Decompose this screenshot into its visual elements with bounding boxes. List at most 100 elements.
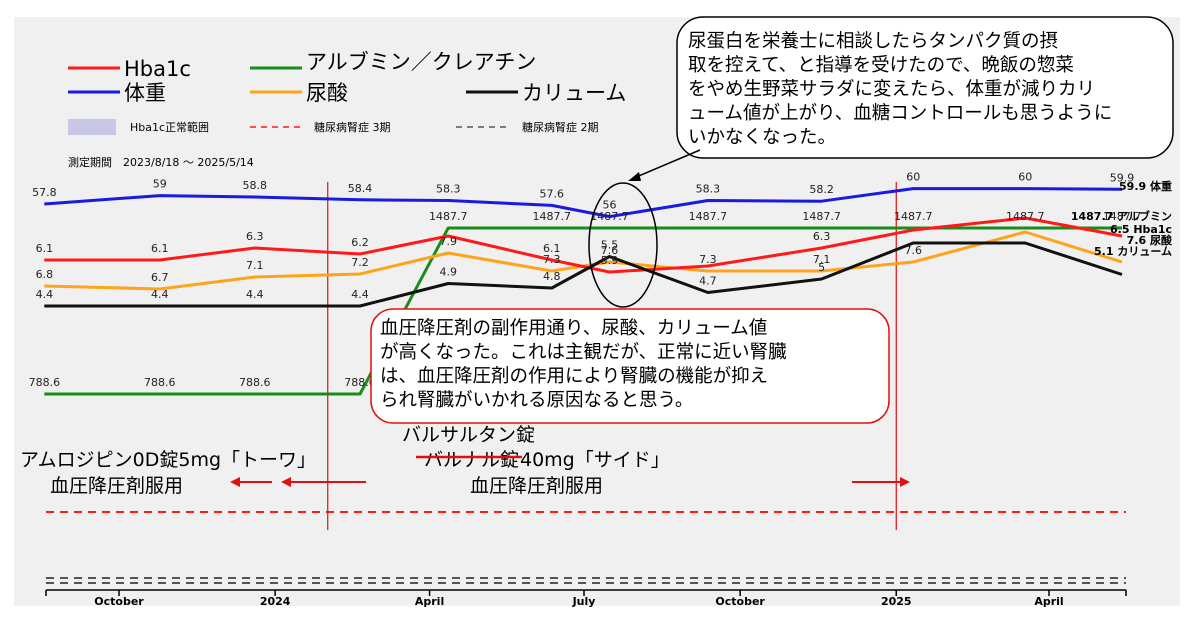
drug1-arrow-a-head — [230, 477, 240, 487]
value-label-potassium: 4.8 — [543, 270, 561, 283]
value-label-potassium: 4.7 — [699, 275, 717, 288]
value-label-potassium: 4.4 — [36, 288, 54, 301]
x-tick-label: April — [1034, 595, 1063, 608]
drug2-use: 血圧降圧剤服用 — [470, 475, 603, 497]
value-label-weight: 57.6 — [540, 187, 565, 200]
value-label-uric: 7.3 — [699, 253, 717, 266]
value-label-uric: 7.6 — [601, 244, 619, 257]
value-label-weight: 58.3 — [436, 183, 461, 196]
legend-hba1c-label: Hba1c — [124, 57, 191, 81]
end-label-potassium: 5.1 カリューム — [1094, 245, 1172, 258]
x-ticks: October 2024 April July October 2025 April — [94, 590, 1064, 608]
callout-mid-line: は、血圧降圧剤の作用により腎臓の機能が抑え — [380, 366, 768, 387]
legend-stage3-label: 糖尿病腎症 3期 — [314, 120, 391, 134]
value-label-weight: 59 — [153, 178, 167, 191]
drug2-dose: 40mg「サイド」 — [520, 449, 670, 471]
value-label-weight: 60 — [1018, 171, 1032, 184]
x-tick-label: October — [94, 595, 144, 608]
callout-top-line: いかなくなった。 — [688, 127, 836, 148]
callout-top-line: ューム値が上がり、血糖コントロールも思うように — [688, 103, 1112, 124]
series-line-hba1c — [44, 216, 1123, 274]
value-label-uric: 7.1 — [246, 259, 264, 272]
value-label-potassium: 4.4 — [246, 288, 264, 301]
value-label-albumin: 1487.7 — [802, 210, 841, 223]
value-label-albumin: 1487.7 — [1006, 210, 1045, 223]
drug2-arrow-head — [900, 477, 910, 487]
legend-weight-label: 体重 — [124, 81, 166, 105]
value-label-albumin: 788.6 — [29, 376, 61, 389]
value-label-weight: 57.8 — [32, 186, 57, 199]
x-tick-label: 2025 — [881, 595, 912, 608]
end-label-albumin: 1487.7 アルブミン — [1071, 209, 1172, 223]
value-label-weight: 58.4 — [348, 182, 373, 195]
value-label-hba1c: 6.2 — [351, 236, 369, 249]
value-labels: 788.6 788.6 788.6 788.6 1487.7 1487.7 1487.7 14… — [29, 171, 1142, 389]
legend: Hba1c アルブミン／クレアチン 体重 尿酸 カリューム Hba1c正常範囲 … — [68, 50, 626, 169]
value-label-hba1c: 6.3 — [813, 230, 831, 243]
end-label-hba1c: 6.5 Hba1c — [1110, 223, 1172, 236]
drug2-new-name: バルサルタン錠 — [402, 424, 535, 446]
value-label-albumin: 1487.7 — [689, 210, 728, 223]
callout-mid-box — [370, 308, 890, 424]
callout-top-line: 取を控えて、と指導を受けたので、晩飯の惣菜 — [688, 55, 1074, 76]
callout-top-arrowhead — [628, 172, 641, 181]
drug1-use: 血圧降圧剤服用 — [50, 475, 183, 497]
value-label-uric: 7.3 — [543, 253, 561, 266]
period-text: 測定期間 2023/8/18 ～ 2025/5/14 — [68, 155, 254, 169]
value-label-albumin: 1487.7 — [429, 210, 468, 223]
highlight-ellipse — [588, 182, 658, 308]
value-label-potassium: 5 — [818, 261, 825, 274]
callout-mid-line: られ腎臓がいかれる原因なると思う。 — [380, 390, 693, 411]
value-label-albumin: 788.6 — [239, 376, 271, 389]
callout-top: 尿蛋白を栄養士に相談したらタンパク質の摂取を控えて、と指導を受けたので、晩飯の惣… — [628, 16, 1174, 181]
value-label-potassium: 4.4 — [151, 288, 169, 301]
value-label-uric: 7.6 — [904, 244, 922, 257]
value-label-albumin: 788.6 — [344, 376, 376, 389]
event-lines — [327, 182, 897, 530]
end-label-uric: 7.6 尿酸 — [1127, 233, 1173, 247]
value-label-hba1c: 6.1 — [151, 242, 169, 255]
value-label-uric: 7.1 — [813, 253, 831, 266]
series-line-potassium — [44, 241, 1123, 308]
x-tick-label: October — [715, 595, 765, 608]
callout-mid-line: が高くなった。これは主観だが、正常に近い腎臓 — [380, 342, 787, 363]
value-label-albumin: 1487.7 — [590, 210, 629, 223]
drug-annotations: アムロジピン0D錠5mg「トーワ」 血圧降圧剤服用 バルサルタン錠 バルナル錠 … — [20, 424, 910, 497]
value-label-albumin: 1487.7 — [533, 210, 572, 223]
value-label-hba1c: 6.1 — [543, 242, 561, 255]
callout-top-line: 尿蛋白を栄養士に相談したらタンパク質の摂 — [688, 31, 1058, 52]
end-label-weight: 59.9 体重 — [1119, 179, 1172, 193]
value-label-albumin: 1487.7 — [1103, 210, 1142, 223]
value-label-albumin: 1487.7 — [894, 210, 933, 223]
value-label-uric: 7.9 — [439, 235, 457, 248]
value-label-uric: 7.2 — [351, 256, 369, 269]
drug2-old-name: バルナル錠 — [424, 449, 519, 471]
drug1-arrow-b-head — [281, 477, 291, 487]
callout-top-line: をやめ生野菜サラダに変えたら、体重が減りカリ — [688, 79, 1095, 100]
series-layer — [44, 187, 1123, 396]
value-label-weight: 56 — [602, 199, 616, 212]
value-label-weight: 58.2 — [809, 183, 834, 196]
drug1-name: アムロジピン0D錠5mg「トーワ」 — [20, 449, 316, 471]
x-tick-label: July — [572, 595, 596, 608]
callout-top-arrow — [633, 149, 701, 179]
callout-mid-line: 血圧降圧剤の副作用通り、尿酸、カリューム値 — [380, 318, 767, 339]
legend-albumin-label: アルブミン／クレアチン — [306, 50, 536, 74]
value-label-albumin: 788.6 — [144, 376, 176, 389]
legend-uric-label: 尿酸 — [306, 81, 348, 105]
legend-potassium-label: カリューム — [522, 81, 626, 105]
legend-normal-range-label: Hba1c正常範囲 — [130, 120, 209, 134]
series-line-weight — [44, 187, 1123, 219]
value-label-potassium: 4.9 — [439, 266, 457, 279]
value-label-hba1c: 6.1 — [36, 242, 54, 255]
legend-normal-range-swatch — [68, 119, 116, 135]
x-tick-label: April — [415, 595, 444, 608]
value-label-potassium: 4.4 — [351, 288, 369, 301]
value-label-uric: 6.8 — [36, 268, 54, 281]
value-label-weight: 58.8 — [243, 179, 268, 192]
legend-stage2-label: 糖尿病腎症 2期 — [522, 120, 599, 134]
value-label-weight: 58.3 — [696, 183, 721, 196]
value-label-hba1c: 6.3 — [246, 230, 264, 243]
